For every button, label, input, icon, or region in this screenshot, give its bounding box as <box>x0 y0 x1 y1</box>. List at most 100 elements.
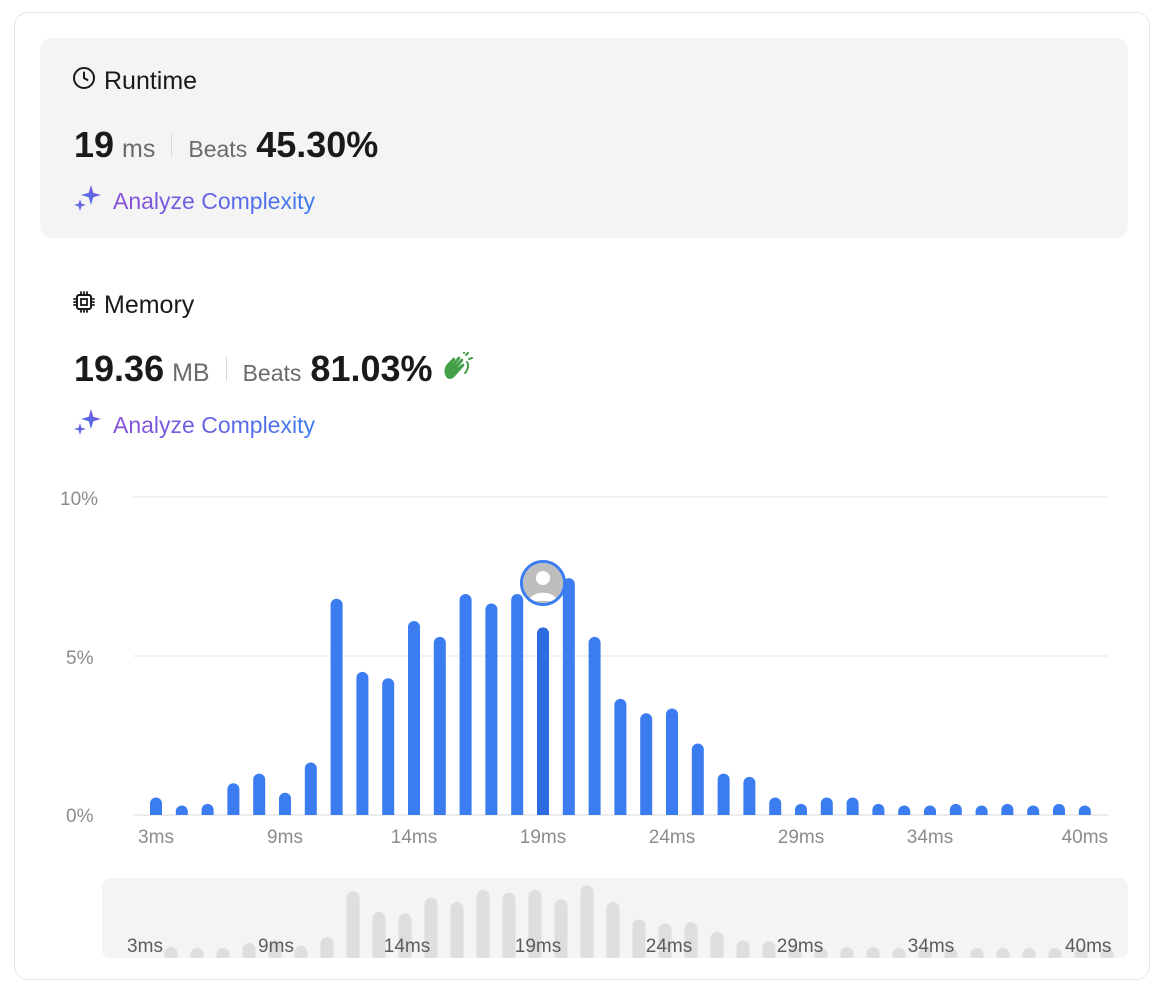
x-tick-label: 14ms <box>390 827 438 848</box>
runtime-beats-label: Beats <box>188 136 248 162</box>
bar[interactable] <box>666 708 678 815</box>
bar[interactable] <box>640 713 653 815</box>
y-tick-label: 0% <box>66 806 94 827</box>
x-tick-label: 19ms <box>519 827 567 848</box>
divider <box>225 357 227 381</box>
bar-selected[interactable] <box>537 627 549 815</box>
bar[interactable] <box>330 598 343 815</box>
mini-bar <box>294 945 308 958</box>
mini-bar <box>216 948 230 958</box>
runtime-title: Runtime <box>104 67 198 95</box>
bar[interactable] <box>304 762 317 815</box>
mini-x-tick-label: 40ms <box>1064 936 1112 957</box>
runtime-panel[interactable] <box>40 38 1128 238</box>
sparkle-icon <box>73 184 103 218</box>
chart-range-navigator[interactable]: 3ms 9ms 14ms 19ms 24ms 29ms 34ms 40ms <box>102 878 1128 958</box>
mini-bar <box>710 931 724 958</box>
bar[interactable] <box>253 773 266 815</box>
bar[interactable] <box>717 773 730 815</box>
memory-analyze-complexity-button[interactable]: Analyze Complexity <box>73 408 315 442</box>
bar[interactable] <box>382 678 395 815</box>
bar[interactable] <box>485 603 498 815</box>
mini-bar <box>554 899 568 958</box>
divider <box>171 133 173 157</box>
runtime-unit: ms <box>122 135 156 163</box>
mini-bar <box>242 943 256 958</box>
mini-bar <box>580 885 594 958</box>
bar[interactable] <box>614 698 627 815</box>
memory-beats-label: Beats <box>242 360 302 386</box>
runtime-beats-value: 45.30% <box>256 124 379 165</box>
mini-bar <box>684 922 698 958</box>
bar[interactable] <box>769 797 782 815</box>
mini-bar <box>892 948 906 958</box>
bar[interactable] <box>795 803 807 815</box>
mini-bar <box>268 940 282 958</box>
bar[interactable] <box>1078 805 1091 815</box>
bar[interactable] <box>408 621 420 815</box>
runtime-analyze-complexity-button[interactable]: Analyze Complexity <box>73 184 315 218</box>
bar[interactable] <box>898 805 911 815</box>
bar[interactable] <box>433 636 446 815</box>
bar[interactable] <box>743 776 756 815</box>
bar[interactable] <box>820 797 833 815</box>
bar[interactable] <box>949 803 962 815</box>
mini-bar <box>372 911 386 958</box>
mini-bar <box>866 947 880 958</box>
mini-bar <box>762 941 776 958</box>
mini-bar <box>658 923 672 958</box>
bar[interactable] <box>1001 803 1014 815</box>
mini-bar <box>528 889 542 958</box>
bar[interactable] <box>846 797 859 815</box>
sparkle-icon <box>73 408 103 442</box>
bar[interactable] <box>356 671 369 815</box>
mini-bar <box>190 948 204 958</box>
runtime-stats: 19 ms Beats 45.30% <box>74 124 378 166</box>
mini-bar <box>450 901 464 958</box>
x-tick-label: 34ms <box>906 827 954 848</box>
bar[interactable] <box>201 803 214 815</box>
mini-x-tick-label: 3ms <box>127 936 163 957</box>
mini-bar <box>606 901 620 958</box>
bar[interactable] <box>511 593 524 815</box>
bar[interactable] <box>175 805 188 815</box>
bar[interactable] <box>227 783 240 815</box>
mini-bar <box>1022 948 1036 958</box>
bar[interactable] <box>1027 805 1040 815</box>
memory-beats-value: 81.03% <box>310 348 433 389</box>
memory-stats: 19.36 MB Beats 81.03% <box>74 348 473 390</box>
mini-x-tick-label: 14ms <box>383 936 431 957</box>
mini-bar <box>970 948 984 958</box>
bar[interactable] <box>588 636 601 815</box>
x-tick-label: 9ms <box>267 827 303 848</box>
y-tick-label: 5% <box>66 648 94 669</box>
bar[interactable] <box>459 593 472 815</box>
mini-bar <box>840 947 854 958</box>
mini-bar <box>632 919 646 958</box>
mini-bar <box>918 948 932 958</box>
mini-bar <box>1100 948 1114 958</box>
mini-bar <box>502 892 516 958</box>
bar[interactable] <box>872 803 885 815</box>
bar[interactable] <box>691 743 704 815</box>
mini-chart <box>164 885 1114 958</box>
bar[interactable] <box>975 805 988 815</box>
mini-bar <box>320 937 334 958</box>
user-avatar[interactable] <box>520 560 566 606</box>
bar[interactable] <box>150 797 162 815</box>
bar[interactable] <box>562 578 575 815</box>
runtime-header: Runtime <box>72 66 197 97</box>
mini-bar <box>996 948 1010 958</box>
mini-bar <box>476 889 490 958</box>
mini-bar <box>1074 948 1088 958</box>
y-tick-label: 10% <box>60 489 99 510</box>
mini-bar <box>424 897 438 958</box>
x-tick-label: 3ms <box>138 827 174 848</box>
memory-header: Memory <box>72 290 194 321</box>
mini-x-tick-label: 19ms <box>514 936 562 957</box>
bar[interactable] <box>279 792 291 815</box>
bar[interactable] <box>924 805 936 815</box>
mini-bar <box>398 913 412 958</box>
bar[interactable] <box>1053 803 1065 815</box>
